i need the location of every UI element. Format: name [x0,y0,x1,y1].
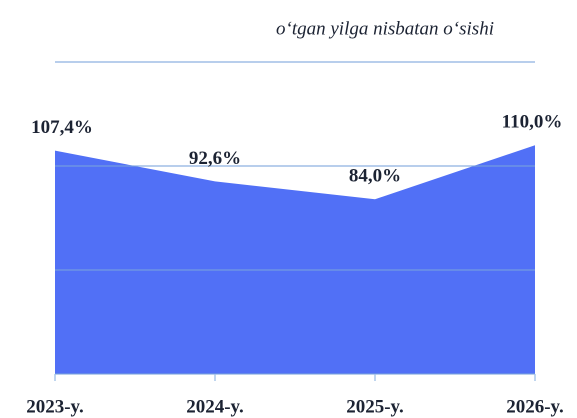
data-label: 110,0% [502,112,563,133]
x-tick-label: 2026-y. [506,396,564,417]
data-label: 84,0% [349,166,401,187]
x-tick-label: 2023-y. [26,396,84,417]
chart-title: o‘tgan yilga nisbatan o‘sishi [276,18,494,39]
x-tick-label: 2025-y. [346,396,404,417]
area [55,145,535,374]
x-tick-label: 2024-y. [186,396,244,417]
data-label: 107,4% [31,117,93,138]
data-label: 92,6% [189,148,241,169]
